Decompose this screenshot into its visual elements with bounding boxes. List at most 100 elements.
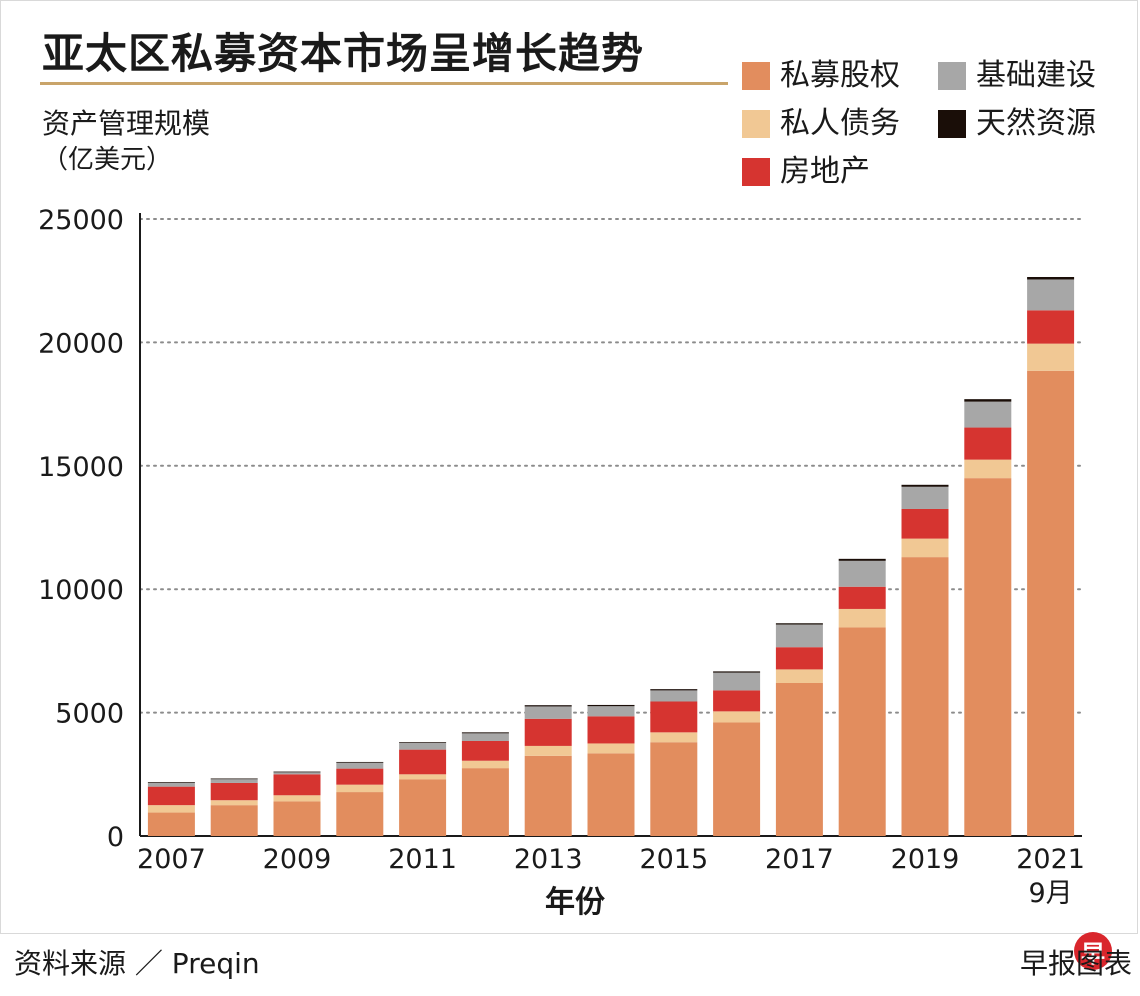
legend-item-natural-resources: 天然资源 <box>938 104 1096 144</box>
bar-segment <box>461 740 509 761</box>
bar-segment <box>524 718 572 746</box>
x-tick-label: 2017 <box>765 844 834 875</box>
bar-segment <box>273 771 321 773</box>
bar-segment <box>336 762 384 769</box>
bar-segment <box>775 682 823 836</box>
bar-segment <box>461 768 509 836</box>
bar-segment <box>399 742 447 750</box>
bar-segment <box>461 760 509 769</box>
bar-segment <box>713 711 761 723</box>
bar-segment <box>1027 310 1075 344</box>
bar-segment <box>273 774 321 796</box>
bar-segment <box>336 761 384 763</box>
chart-frame <box>0 0 1138 934</box>
bar-segment <box>650 689 698 691</box>
bar-segment <box>1027 276 1075 280</box>
legend-item-real-estate: 房地产 <box>742 152 870 192</box>
bar-segment <box>775 623 823 625</box>
bar-segment <box>273 801 321 836</box>
bar-segment <box>273 795 321 802</box>
x-tick-label: 2019 <box>891 844 960 875</box>
bar-segment <box>964 401 1012 428</box>
bar-segment <box>901 538 949 558</box>
bar-segment <box>147 786 195 806</box>
y-tick-label: 25000 <box>38 205 124 236</box>
bar-segment <box>524 706 572 719</box>
bar-segment <box>838 586 886 609</box>
bar-segment <box>838 558 886 561</box>
bar-segment <box>399 742 447 743</box>
bar-segment <box>587 706 635 717</box>
y-tick-label: 15000 <box>38 452 124 483</box>
bar-segment <box>713 672 761 691</box>
legend-swatch <box>742 158 770 186</box>
x-tick-label: 2011 <box>388 844 457 875</box>
bar-segment <box>901 557 949 836</box>
legend-label: 天然资源 <box>976 106 1096 141</box>
zaobao-logo: 早 <box>1074 932 1112 970</box>
bar-segment <box>147 782 195 783</box>
x-axis-title: 年份 <box>545 885 605 920</box>
bar-segment <box>775 669 823 683</box>
bar-segment <box>336 784 384 793</box>
bar-segment <box>336 792 384 836</box>
y-tick-label: 20000 <box>38 328 124 359</box>
bar-segment <box>713 722 761 836</box>
y-axis-unit: （亿美元） <box>42 145 173 175</box>
chart-title: 亚太区私募资本市场呈增长趋势 <box>42 29 645 78</box>
legend-swatch <box>742 110 770 138</box>
bar-segment <box>210 779 258 783</box>
x-tick-label: 2009 <box>263 844 332 875</box>
bar-segment <box>524 705 572 707</box>
bar-segment <box>147 805 195 813</box>
bar-segment <box>650 701 698 733</box>
bar-segment <box>713 671 761 673</box>
bar-segment <box>964 399 1012 402</box>
bar-segment <box>1027 343 1075 371</box>
legend-item-private-debt: 私人债务 <box>742 104 900 144</box>
bar-segment <box>901 484 949 487</box>
bar-segment <box>1027 279 1075 311</box>
graphic-credit: 早报图表 <box>1019 947 1132 980</box>
bar-segment <box>461 732 509 734</box>
bar-segment <box>650 690 698 702</box>
bar-segment <box>461 733 509 741</box>
bar-segment <box>775 624 823 648</box>
source-note: 资料来源 ／ Preqin <box>14 947 260 980</box>
legend-label: 私募股权 <box>780 58 900 93</box>
bar-segment <box>336 768 384 785</box>
bar-segment <box>210 800 258 806</box>
bar-segment <box>901 508 949 539</box>
bar-segment <box>901 486 949 509</box>
legend-item-private-equity: 私募股权 <box>742 56 900 96</box>
y-tick-label: 10000 <box>38 575 124 606</box>
bar-segment <box>210 805 258 836</box>
legend-label: 房地产 <box>780 154 870 189</box>
bar-segment <box>587 704 635 707</box>
y-axis-label: 资产管理规模 <box>42 107 211 140</box>
bar-segment <box>713 690 761 712</box>
bar-segment <box>210 778 258 780</box>
bar-segment <box>210 782 258 801</box>
legend-swatch <box>742 62 770 90</box>
y-tick-label: 5000 <box>55 699 124 730</box>
bar-segment <box>147 782 195 787</box>
legend-item-infrastructure: 基础建设 <box>938 56 1096 96</box>
legend-label: 基础建设 <box>976 58 1096 93</box>
legend-swatch <box>938 62 966 90</box>
x-tick-label: 2013 <box>514 844 583 875</box>
bar-segment <box>147 812 195 836</box>
bar-segment <box>650 732 698 743</box>
bar-segment <box>524 745 572 756</box>
bar-segment <box>587 753 635 836</box>
x-tick-label: 2021 <box>1016 844 1085 875</box>
bar-segment <box>964 478 1012 836</box>
bar-segment <box>964 459 1012 479</box>
bar-segment <box>964 427 1012 460</box>
x-tick-sublabel: 9月 <box>1029 878 1073 909</box>
x-tick-label: 2007 <box>137 844 206 875</box>
bar-segment <box>399 774 447 780</box>
bar-segment <box>273 772 321 775</box>
bar-segment <box>650 742 698 836</box>
bar-segment <box>838 608 886 628</box>
